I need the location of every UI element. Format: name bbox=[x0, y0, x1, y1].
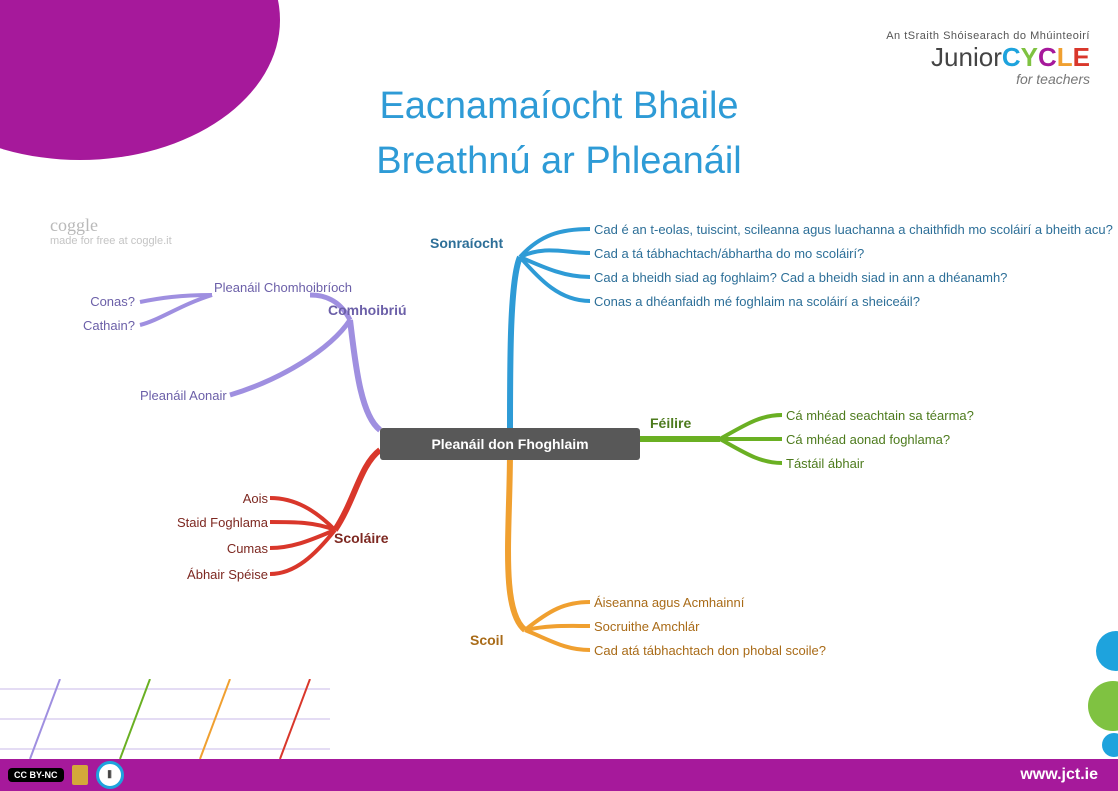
sonraiocht-item-2: Cad a bheidh siad ag foghlaim? Cad a bhe… bbox=[594, 270, 1007, 285]
comhoibriu-sub1: Pleanáil Chomhoibríoch bbox=[214, 280, 352, 295]
grid-decoration bbox=[0, 679, 330, 759]
scolaire-item-0: Aois bbox=[220, 491, 268, 506]
footer-bar: CC BY-NC ⦀ www.jct.ie bbox=[0, 759, 1118, 791]
scolaire-item-1: Staid Foghlama bbox=[160, 515, 268, 530]
comhoibriu-sub1-item-1: Cathain? bbox=[72, 318, 135, 333]
feilire-item-0: Cá mhéad seachtain sa téarma? bbox=[786, 408, 974, 423]
scoil-item-1: Socruithe Amchlár bbox=[594, 619, 700, 634]
scolaire-item-3: Ábhair Spéise bbox=[170, 567, 268, 582]
comhoibriu-sub2: Pleanáil Aonair bbox=[140, 388, 227, 403]
sonraiocht-item-3: Conas a dhéanfaidh mé foghlaim na scolái… bbox=[594, 294, 920, 309]
branch-scoil: Scoil bbox=[470, 632, 503, 648]
comhoibriu-sub1-item-0: Conas? bbox=[80, 294, 135, 309]
scoil-item-2: Cad atá tábhachtach don phobal scoile? bbox=[594, 643, 826, 658]
scolaire-item-2: Cumas bbox=[200, 541, 268, 556]
feilire-item-2: Tástáil ábhair bbox=[786, 456, 864, 471]
partner-logo-icon: ⦀ bbox=[96, 761, 124, 789]
branch-scolaire: Scoláire bbox=[334, 530, 388, 546]
footer-left: CC BY-NC ⦀ bbox=[0, 761, 124, 789]
central-node: Pleanáil don Fhoghlaim bbox=[380, 428, 640, 460]
sonraiocht-item-0: Cad é an t-eolas, tuiscint, scileanna ag… bbox=[594, 222, 1113, 237]
scoil-item-0: Áiseanna agus Acmhainní bbox=[594, 595, 744, 610]
feilire-item-1: Cá mhéad aonad foghlama? bbox=[786, 432, 950, 447]
branch-feilire: Féilire bbox=[650, 415, 691, 431]
gov-logo-icon bbox=[72, 765, 88, 785]
footer-url: www.jct.ie bbox=[1020, 766, 1118, 784]
sonraiocht-item-1: Cad a tá tábhachtach/ábhartha do mo scol… bbox=[594, 246, 864, 261]
branch-comhoibriu: Comhoibriú bbox=[328, 302, 407, 318]
branch-sonraiocht: Sonraíocht bbox=[430, 235, 503, 251]
cc-badge: CC BY-NC bbox=[8, 768, 64, 782]
